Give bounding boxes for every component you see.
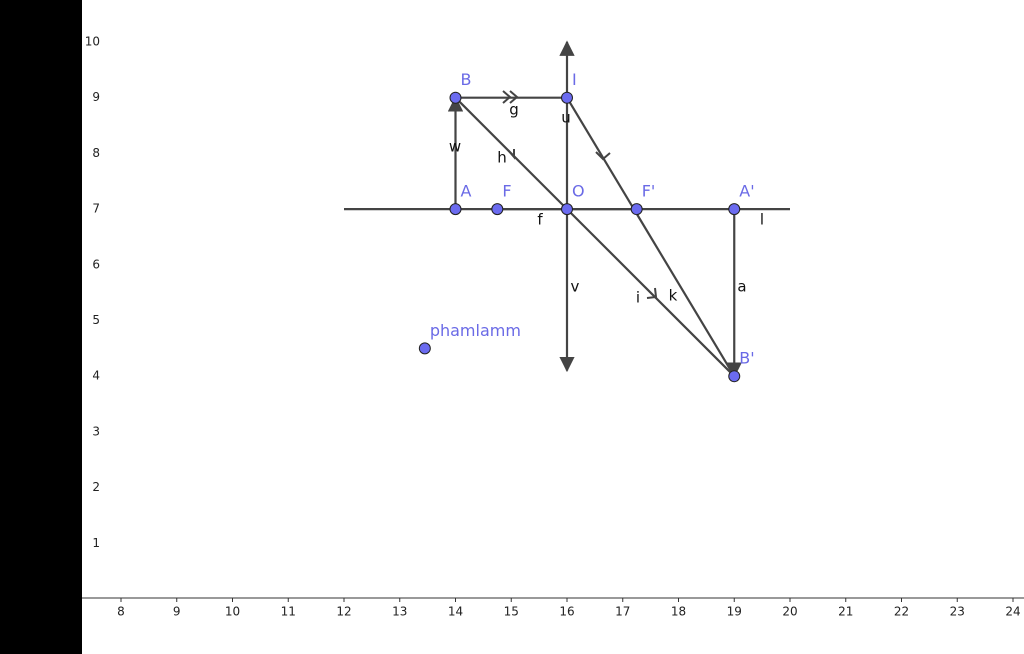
segment-label: a [737,278,746,296]
y-tick-label: 10 [85,35,100,49]
segments: l f w g h u v k i a [344,40,790,378]
point [728,370,741,383]
segment [566,97,736,377]
segment-label: h [497,149,507,167]
segment-label: f [537,211,543,229]
x-tick-label: 21 [838,605,853,619]
side-bar [0,0,82,654]
x-tick-label: 24 [1005,605,1020,619]
point [418,342,431,355]
point [449,91,462,104]
point-label: B [461,70,472,89]
y-tick-label: 2 [92,480,100,494]
point-label: F [502,182,511,201]
x-tick-label: 9 [173,605,181,619]
point-label: F' [642,182,656,201]
segment-label: k [669,287,678,305]
x-tick-label: 15 [504,605,519,619]
point-label: B' [739,349,754,368]
y-tick-label: 9 [92,90,100,104]
segment-label: i [636,289,640,307]
x-tick-label: 17 [615,605,630,619]
point-label: phamlamm [430,321,521,340]
point-label: A [461,182,472,201]
x-tick-label: 12 [336,605,351,619]
segment-label: g [509,101,519,119]
y-tick-label: 4 [92,369,100,383]
point [491,203,504,216]
x-tick-label: 13 [392,605,407,619]
y-tick-label: 1 [92,536,100,550]
segment-label: u [561,109,571,127]
point [561,203,573,216]
point [449,203,462,216]
y-tick-label: 8 [92,146,100,160]
x-tick-label: 23 [950,605,965,619]
segment-label: v [571,278,580,296]
y-tick-label: 5 [92,313,100,327]
y-tick-label: 6 [92,257,100,271]
x-tick-label: 22 [894,605,909,619]
point-label: O [572,182,585,201]
segment [566,208,736,377]
x-tick-label: 20 [782,605,797,619]
x-tick-label: 8 [117,605,125,619]
x-tick-label: 14 [448,605,463,619]
point-label: I [572,70,577,89]
x-tick-label: 11 [281,605,296,619]
x-tick-label: 10 [225,605,240,619]
point [561,91,573,104]
point [630,203,643,216]
segment-label: l [760,211,764,229]
y-tick-label: 3 [92,424,100,438]
segment [454,96,568,210]
point-label: A' [739,182,754,201]
y-tick-label: 7 [92,202,100,216]
x-tick-label: 19 [727,605,742,619]
point [728,203,741,216]
x-tick-label: 16 [559,605,574,619]
segment-label: w [449,138,461,156]
x-tick-label: 18 [671,605,686,619]
